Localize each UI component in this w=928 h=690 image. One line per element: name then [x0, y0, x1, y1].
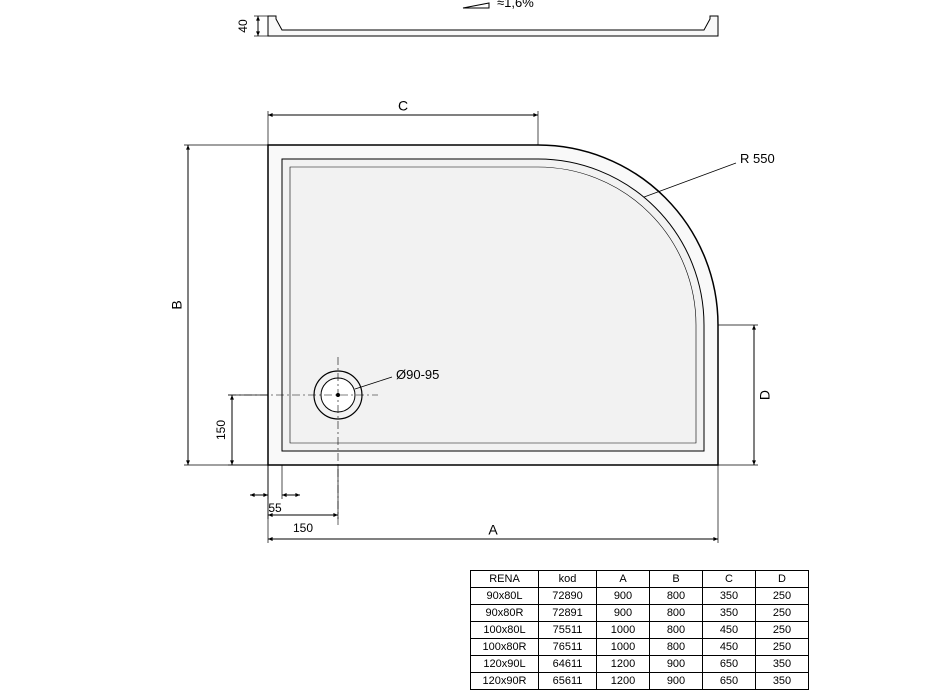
dim-C-label: C	[398, 98, 408, 114]
table-row: 100x80R765111000800450250	[471, 639, 809, 656]
slope-note: ≈1,6%	[497, 0, 534, 10]
dim-150v-label: 150	[214, 420, 228, 440]
dim-B-label: B	[169, 300, 185, 309]
table-row: 120x90R656111200900650350	[471, 673, 809, 690]
table-header: A	[597, 571, 650, 588]
dim-150h-label: 150	[293, 521, 313, 535]
table-header: C	[703, 571, 756, 588]
dim-D-label: D	[757, 390, 773, 400]
table-header: RENA	[471, 571, 539, 588]
table-header: kod	[539, 571, 597, 588]
height-40-label: 40	[236, 19, 250, 33]
table-row: 90x80L72890900800350250	[471, 588, 809, 605]
dim-A-label: A	[488, 522, 498, 538]
table-row: 120x90L646111200900650350	[471, 656, 809, 673]
table-header: D	[756, 571, 809, 588]
table-row: 90x80R72891900800350250	[471, 605, 809, 622]
table-header: B	[650, 571, 703, 588]
drain-label: Ø90-95	[396, 367, 439, 382]
slope-icon	[463, 3, 489, 8]
table-row: 100x80L755111000800450250	[471, 622, 809, 639]
radius-label: R 550	[740, 151, 775, 166]
dim-55-label: 55	[268, 501, 282, 515]
side-profile	[268, 16, 718, 36]
specification-table: RENAkodABCD90x80L7289090080035025090x80R…	[470, 570, 809, 690]
